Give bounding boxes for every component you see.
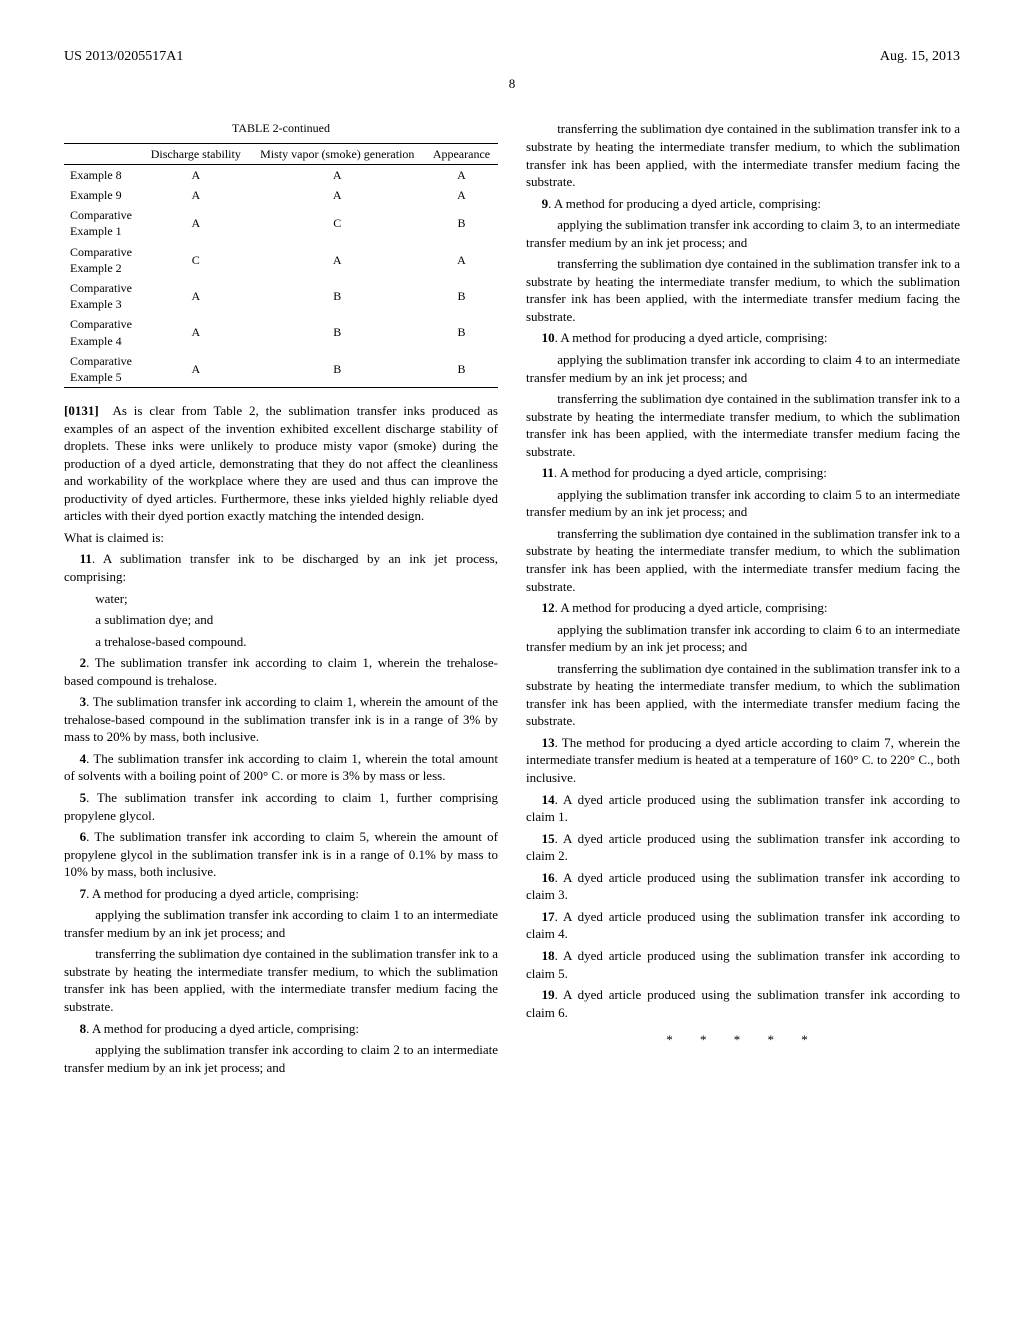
- claim-15: 15. A dyed article produced using the su…: [526, 830, 960, 865]
- claim-14: 14. A dyed article produced using the su…: [526, 791, 960, 826]
- claim-3: 3. The sublimation transfer ink accordin…: [64, 693, 498, 746]
- cell: Example 8: [64, 164, 142, 185]
- cell: C: [142, 242, 250, 278]
- table-row: ComparativeExample 1ACB: [64, 205, 498, 241]
- cell: A: [142, 351, 250, 388]
- cell: B: [250, 314, 425, 350]
- claim-16: 16. A dyed article produced using the su…: [526, 869, 960, 904]
- page-header: US 2013/0205517A1 Aug. 15, 2013: [64, 48, 960, 67]
- claim-1-line: a trehalose-based compound.: [64, 633, 498, 651]
- cell: ComparativeExample 3: [64, 278, 142, 314]
- claim-13: 13. The method for producing a dyed arti…: [526, 734, 960, 787]
- cell: A: [142, 164, 250, 185]
- cell: B: [425, 351, 498, 388]
- cell: C: [250, 205, 425, 241]
- table-row: Example 9AAA: [64, 185, 498, 205]
- end-stars: * * * * *: [526, 1031, 960, 1049]
- table-header-row: Discharge stability Misty vapor (smoke) …: [64, 143, 498, 164]
- claim-9-lead: 9. A method for producing a dyed article…: [526, 195, 960, 213]
- claim-9-line: applying the sublimation transfer ink ac…: [526, 216, 960, 251]
- claim-7-line: transferring the sublimation dye contain…: [64, 945, 498, 1015]
- para-0131: [0131] As is clear from Table 2, the sub…: [64, 402, 498, 525]
- cell: A: [142, 185, 250, 205]
- claim-18: 18. A dyed article produced using the su…: [526, 947, 960, 982]
- cell: A: [250, 185, 425, 205]
- table-2: Discharge stability Misty vapor (smoke) …: [64, 143, 498, 388]
- cell: B: [250, 351, 425, 388]
- cell: Example 9: [64, 185, 142, 205]
- claim-17: 17. A dyed article produced using the su…: [526, 908, 960, 943]
- cell: A: [142, 278, 250, 314]
- cell: ComparativeExample 5: [64, 351, 142, 388]
- col-appearance: Appearance: [425, 143, 498, 164]
- cell: B: [250, 278, 425, 314]
- table-row: ComparativeExample 3ABB: [64, 278, 498, 314]
- cell: A: [250, 242, 425, 278]
- claim-11-line: transferring the sublimation dye contain…: [526, 525, 960, 595]
- claim-12-line: applying the sublimation transfer ink ac…: [526, 621, 960, 656]
- claim-10-line: transferring the sublimation dye contain…: [526, 390, 960, 460]
- cell: ComparativeExample 1: [64, 205, 142, 241]
- page-number: 8: [64, 75, 960, 93]
- claim-1-lead: 11. A sublimation transfer ink to be dis…: [64, 550, 498, 585]
- claim-6: 6. The sublimation transfer ink accordin…: [64, 828, 498, 881]
- claim-5: 5. The sublimation transfer ink accordin…: [64, 789, 498, 824]
- cell: B: [425, 278, 498, 314]
- doc-date: Aug. 15, 2013: [880, 48, 960, 67]
- claim-12-line: transferring the sublimation dye contain…: [526, 660, 960, 730]
- cell: A: [425, 185, 498, 205]
- cell: ComparativeExample 4: [64, 314, 142, 350]
- doc-number: US 2013/0205517A1: [64, 48, 183, 67]
- cell: B: [425, 205, 498, 241]
- cell: B: [425, 314, 498, 350]
- table-row: Example 8AAA: [64, 164, 498, 185]
- claim-1-line: a sublimation dye; and: [64, 611, 498, 629]
- content-columns: TABLE 2-continued Discharge stability Mi…: [64, 120, 960, 1076]
- table-row: ComparativeExample 2CAA: [64, 242, 498, 278]
- claim-8-line: applying the sublimation transfer ink ac…: [64, 1041, 498, 1076]
- claim-8-line: transferring the sublimation dye contain…: [526, 120, 960, 190]
- claim-7-lead: 7. A method for producing a dyed article…: [64, 885, 498, 903]
- table-title: TABLE 2-continued: [64, 120, 498, 136]
- para-text: As is clear from Table 2, the sublimatio…: [64, 403, 498, 523]
- claim-7-line: applying the sublimation transfer ink ac…: [64, 906, 498, 941]
- claim-9-line: transferring the sublimation dye contain…: [526, 255, 960, 325]
- claim-11-lead: 11. A method for producing a dyed articl…: [526, 464, 960, 482]
- cell: A: [425, 164, 498, 185]
- cell: A: [142, 205, 250, 241]
- cell: A: [142, 314, 250, 350]
- claims-intro: What is claimed is:: [64, 529, 498, 547]
- claim-2: 2. The sublimation transfer ink accordin…: [64, 654, 498, 689]
- claim-8-lead: 8. A method for producing a dyed article…: [64, 1020, 498, 1038]
- cell: A: [425, 242, 498, 278]
- table-2-continued: TABLE 2-continued Discharge stability Mi…: [64, 120, 498, 388]
- claim-19: 19. A dyed article produced using the su…: [526, 986, 960, 1021]
- col-blank: [64, 143, 142, 164]
- table-row: ComparativeExample 5ABB: [64, 351, 498, 388]
- claim-1-line: water;: [64, 590, 498, 608]
- cell: ComparativeExample 2: [64, 242, 142, 278]
- para-number: [0131]: [64, 403, 99, 418]
- table-row: ComparativeExample 4ABB: [64, 314, 498, 350]
- col-discharge: Discharge stability: [142, 143, 250, 164]
- claim-10-line: applying the sublimation transfer ink ac…: [526, 351, 960, 386]
- cell: A: [250, 164, 425, 185]
- claim-4: 4. The sublimation transfer ink accordin…: [64, 750, 498, 785]
- col-misty: Misty vapor (smoke) generation: [250, 143, 425, 164]
- claim-12-lead: 12. A method for producing a dyed articl…: [526, 599, 960, 617]
- claim-10-lead: 10. A method for producing a dyed articl…: [526, 329, 960, 347]
- claim-11-line: applying the sublimation transfer ink ac…: [526, 486, 960, 521]
